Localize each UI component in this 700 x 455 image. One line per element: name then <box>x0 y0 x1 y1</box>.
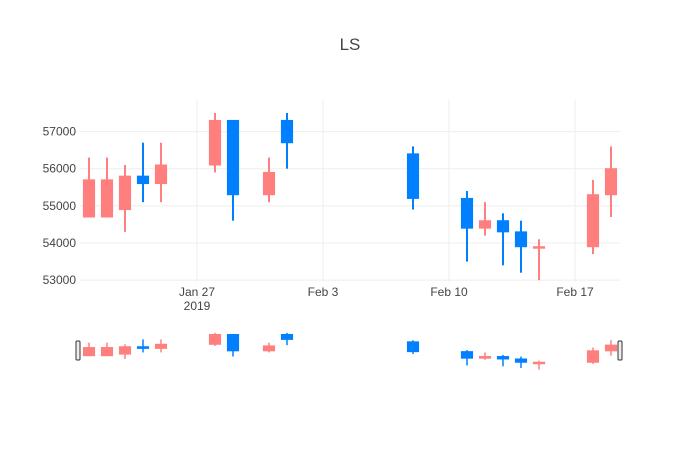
slider-candle[interactable] <box>136 339 150 353</box>
x-tick-label: Jan 27 <box>179 285 215 299</box>
candle-body <box>262 171 276 196</box>
x-tick-label: Feb 10 <box>430 285 468 299</box>
candle-body <box>136 175 150 185</box>
slider-candle[interactable] <box>208 332 222 346</box>
candle-body <box>118 175 132 211</box>
y-tick-label: 53000 <box>43 273 77 287</box>
candle[interactable] <box>100 157 114 218</box>
slider-candle-body <box>208 333 222 345</box>
slider-candle[interactable] <box>460 350 474 366</box>
candles[interactable] <box>82 113 618 281</box>
x-tick-sublabel: 2019 <box>184 299 211 313</box>
slider-candle-body <box>226 333 240 352</box>
candle-body <box>514 231 528 248</box>
candle-body <box>100 179 114 218</box>
candle-body <box>460 197 474 229</box>
candle-body <box>280 119 294 144</box>
candle[interactable] <box>154 142 168 203</box>
slider-candle[interactable] <box>514 356 528 368</box>
slider-candle[interactable] <box>604 340 618 356</box>
slider-candle-body <box>280 333 294 340</box>
candle[interactable] <box>496 213 510 266</box>
chart-title: LS <box>340 35 361 54</box>
candle[interactable] <box>604 146 618 217</box>
slider-candle[interactable] <box>226 333 240 357</box>
slider-candle[interactable] <box>586 347 600 364</box>
y-axis: 53000 54000 55000 56000 57000 <box>43 125 77 288</box>
range-slider-left-handle[interactable] <box>75 340 81 361</box>
candle[interactable] <box>460 191 474 262</box>
candle[interactable] <box>208 113 222 173</box>
y-tick-label: 57000 <box>43 125 77 139</box>
slider-candle-body <box>406 341 420 353</box>
candle[interactable] <box>586 179 600 255</box>
candle-body <box>496 220 510 233</box>
grid-lines <box>80 100 620 282</box>
candle-body <box>226 119 240 196</box>
slider-candle-body <box>604 344 618 352</box>
candle[interactable] <box>118 165 132 232</box>
slider-candle-body <box>586 350 600 363</box>
slider-candle-body <box>154 343 168 349</box>
y-tick-label: 56000 <box>43 162 77 176</box>
slider-candle-body <box>100 347 114 357</box>
slider-candle-body <box>478 356 492 359</box>
candle[interactable] <box>514 220 528 273</box>
slider-candle-body <box>118 346 132 355</box>
candle[interactable] <box>406 146 420 210</box>
range-slider-right-handle[interactable] <box>617 340 623 361</box>
slider-candle[interactable] <box>154 339 168 353</box>
slider-candle[interactable] <box>82 342 96 357</box>
candle-body <box>154 164 168 185</box>
y-tick-label: 54000 <box>43 236 77 250</box>
y-tick-label: 55000 <box>43 199 77 213</box>
candle[interactable] <box>478 202 492 236</box>
slider-candle-body <box>532 361 546 365</box>
slider-candle-body <box>262 345 276 352</box>
candle-body <box>532 246 546 249</box>
candle[interactable] <box>136 142 150 203</box>
slider-candle[interactable] <box>406 340 420 355</box>
candle-body <box>586 194 600 248</box>
candle-body <box>478 220 492 229</box>
slider-candle-body <box>82 347 96 357</box>
slider-candle[interactable] <box>118 344 132 359</box>
candle-body <box>604 168 618 196</box>
candle[interactable] <box>532 239 546 281</box>
candle[interactable] <box>226 119 240 221</box>
slider-candle-body <box>496 356 510 360</box>
slider-candle-body <box>136 346 150 349</box>
candle-body <box>208 119 222 166</box>
slider-candle[interactable] <box>262 342 276 353</box>
slider-candle-body <box>460 351 474 359</box>
range-slider[interactable] <box>75 330 623 370</box>
slider-candle-body <box>514 358 528 363</box>
candle-body <box>82 179 96 218</box>
slider-candle[interactable] <box>478 352 492 360</box>
candle[interactable] <box>82 157 96 218</box>
slider-candle[interactable] <box>100 342 114 357</box>
slider-candle[interactable] <box>532 360 546 370</box>
x-tick-label: Feb 3 <box>308 285 339 299</box>
candle[interactable] <box>280 113 294 169</box>
slider-candle[interactable] <box>496 354 510 367</box>
x-tick-label: Feb 17 <box>556 285 594 299</box>
candle[interactable] <box>262 157 276 203</box>
slider-candle[interactable] <box>280 332 294 346</box>
candle-body <box>406 153 420 199</box>
